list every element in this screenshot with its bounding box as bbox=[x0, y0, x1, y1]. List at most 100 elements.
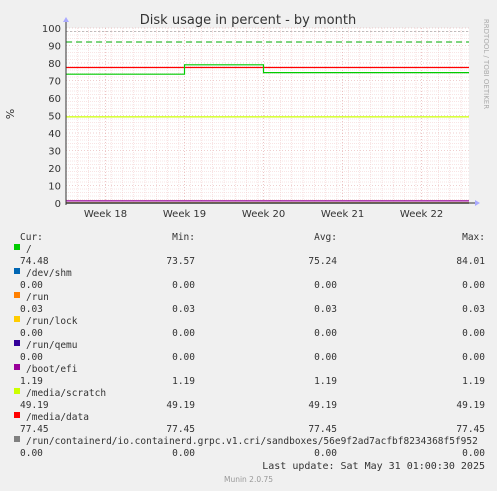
legend-rows: /74.48 73.57 75.24 84.01/dev/shm 0.00 0.00 0.0… bbox=[0, 244, 497, 460]
x-axis-arrow bbox=[475, 200, 480, 206]
legend-value-min: 0.00 bbox=[172, 352, 195, 363]
legend-series-name: /boot/efi bbox=[26, 364, 78, 375]
legend-value-max: 0.00 bbox=[462, 352, 485, 363]
y-tick-label: 70 bbox=[48, 77, 61, 88]
legend-swatch bbox=[14, 436, 20, 442]
legend-value-min: 1.19 bbox=[172, 376, 195, 387]
legend-value-cur: 0.00 bbox=[20, 328, 43, 339]
y-ticks: 0 10 20 30 40 50 60 70 80 90 100 bbox=[42, 24, 61, 210]
legend-series-name: /run bbox=[26, 292, 49, 303]
legend-name-row: /run bbox=[0, 292, 497, 304]
legend-value-avg: 0.00 bbox=[314, 328, 337, 339]
legend-name-row: /media/scratch bbox=[0, 388, 497, 400]
header-max: Max: bbox=[462, 232, 485, 243]
legend-series-name: / bbox=[26, 244, 32, 255]
legend-value-cur: 0.00 bbox=[20, 352, 43, 363]
legend-swatch bbox=[14, 388, 20, 394]
legend-values-row: 0.00 0.00 0.00 0.00 bbox=[0, 328, 497, 340]
x-tick-label: Week 20 bbox=[242, 209, 285, 220]
legend-swatch bbox=[14, 316, 20, 322]
legend-values-row: 77.45 77.45 77.45 77.45 bbox=[0, 424, 497, 436]
threshold-lines bbox=[66, 31, 469, 43]
legend-value-cur: 1.19 bbox=[20, 376, 43, 387]
legend-value-avg: 49.19 bbox=[308, 400, 337, 411]
x-tick-label: Week 22 bbox=[400, 209, 443, 220]
legend-name-row: /media/data bbox=[0, 412, 497, 424]
header-cur: Cur: bbox=[20, 232, 43, 243]
legend-value-avg: 1.19 bbox=[314, 376, 337, 387]
legend-value-cur: 49.19 bbox=[20, 400, 49, 411]
legend-values-row: 74.48 73.57 75.24 84.01 bbox=[0, 256, 497, 268]
legend-value-min: 0.03 bbox=[172, 304, 195, 315]
x-tick-label: Week 21 bbox=[321, 209, 364, 220]
y-axis-arrow bbox=[63, 17, 69, 22]
legend-swatch bbox=[14, 412, 20, 418]
chart-title: Disk usage in percent - by month bbox=[140, 13, 356, 28]
header-min: Min: bbox=[172, 232, 195, 243]
legend-value-avg: 0.03 bbox=[314, 304, 337, 315]
legend-series-name: /media/scratch bbox=[26, 388, 107, 399]
legend-value-avg: 77.45 bbox=[308, 424, 337, 435]
disk-usage-chart: Disk usage in percent - by month % RRDTO… bbox=[4, 13, 490, 220]
legend-value-min: 0.00 bbox=[172, 328, 195, 339]
axes bbox=[63, 17, 480, 206]
header-avg: Avg: bbox=[314, 232, 337, 243]
legend-name-row: /dev/shm bbox=[0, 268, 497, 280]
legend-value-max: 1.19 bbox=[462, 376, 485, 387]
legend-value-avg: 0.00 bbox=[314, 448, 337, 459]
y-tick-label: 90 bbox=[48, 42, 61, 53]
legend-value-max: 0.00 bbox=[462, 328, 485, 339]
legend-value-cur: 0.03 bbox=[20, 304, 43, 315]
legend-series-name: /run/containerd/io.containerd.grpc.v1.cr… bbox=[26, 436, 478, 447]
legend-values-row: 1.19 1.19 1.19 1.19 bbox=[0, 376, 497, 388]
legend-value-max: 77.45 bbox=[456, 424, 485, 435]
legend-swatch bbox=[14, 244, 20, 250]
y-tick-label: 0 bbox=[55, 199, 61, 210]
x-tick-label: Week 19 bbox=[163, 209, 206, 220]
legend-value-min: 0.00 bbox=[172, 448, 195, 459]
legend-value-min: 73.57 bbox=[166, 256, 195, 267]
legend-name-row: /boot/efi bbox=[0, 364, 497, 376]
legend-value-min: 0.00 bbox=[172, 280, 195, 291]
y-tick-label: 80 bbox=[48, 59, 61, 70]
legend-name-row: /run/lock bbox=[0, 316, 497, 328]
legend-table: Cur: Min: Avg: Max: /74.48 73.57 75.24 84.0… bbox=[0, 232, 497, 460]
legend-header-row: Cur: Min: Avg: Max: bbox=[0, 232, 497, 244]
y-axis-label: % bbox=[4, 109, 17, 119]
y-tick-label: 20 bbox=[48, 164, 61, 175]
legend-value-max: 0.03 bbox=[462, 304, 485, 315]
legend-values-row: 0.00 0.00 0.00 0.00 bbox=[0, 448, 497, 460]
legend-name-row: /run/qemu bbox=[0, 340, 497, 352]
legend-series-name: /run/qemu bbox=[26, 340, 78, 351]
last-update: Last update: Sat May 31 01:00:30 2025 bbox=[262, 461, 485, 472]
legend-values-row: 0.03 0.03 0.03 0.03 bbox=[0, 304, 497, 316]
legend-series-name: /media/data bbox=[26, 412, 89, 423]
legend-swatch bbox=[14, 292, 20, 298]
x-ticks: Week 18 Week 19 Week 20 Week 21 Week 22 bbox=[84, 209, 443, 220]
legend-series-name: /dev/shm bbox=[26, 268, 72, 279]
y-tick-label: 100 bbox=[42, 24, 61, 35]
legend-value-cur: 0.00 bbox=[20, 448, 43, 459]
legend-values-row: 0.00 0.00 0.00 0.00 bbox=[0, 280, 497, 292]
legend-value-max: 49.19 bbox=[456, 400, 485, 411]
legend-name-row: /run/containerd/io.containerd.grpc.v1.cr… bbox=[0, 436, 497, 448]
legend-values-row: 49.19 49.19 49.19 49.19 bbox=[0, 400, 497, 412]
series-line bbox=[66, 64, 469, 75]
legend-value-min: 77.45 bbox=[166, 424, 195, 435]
legend-swatch bbox=[14, 364, 20, 370]
legend-name-row: / bbox=[0, 244, 497, 256]
y-tick-label: 30 bbox=[48, 147, 61, 158]
legend-value-max: 0.00 bbox=[462, 280, 485, 291]
legend-series-name: /run/lock bbox=[26, 316, 78, 327]
legend-value-avg: 0.00 bbox=[314, 280, 337, 291]
legend-value-avg: 75.24 bbox=[308, 256, 337, 267]
munin-version: Munin 2.0.75 bbox=[223, 475, 274, 484]
legend-value-max: 84.01 bbox=[456, 256, 485, 267]
legend-values-row: 0.00 0.00 0.00 0.00 bbox=[0, 352, 497, 364]
rrdtool-side-label: RRDTOOL / TOBI OETIKER bbox=[482, 19, 490, 109]
legend-swatch bbox=[14, 340, 20, 346]
legend-value-min: 49.19 bbox=[166, 400, 195, 411]
x-tick-label: Week 18 bbox=[84, 209, 127, 220]
y-tick-label: 50 bbox=[48, 112, 61, 123]
y-tick-label: 10 bbox=[48, 182, 61, 193]
